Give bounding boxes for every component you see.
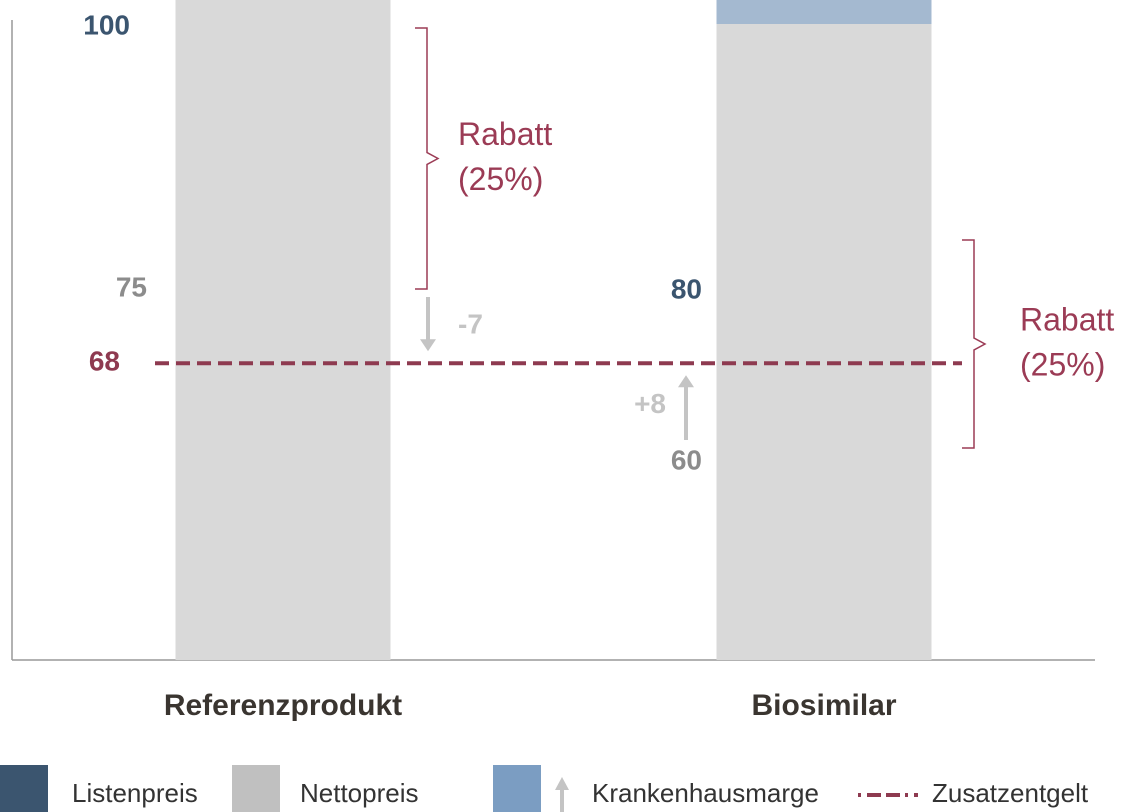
legend-label: Nettopreis xyxy=(300,778,419,808)
legend-label: Listenpreis xyxy=(72,778,198,808)
reference-label: 68 xyxy=(89,346,120,377)
x-tick-label: Biosimilar xyxy=(751,689,896,722)
arrow-head xyxy=(420,339,436,352)
arrow-head xyxy=(678,375,694,388)
legend-swatch xyxy=(0,765,48,812)
legend-label: Zusatzentgelt xyxy=(932,778,1089,808)
bracket-label: Rabatt xyxy=(458,116,552,152)
change-label: +8 xyxy=(634,388,666,419)
x-tick-label: Referenzprodukt xyxy=(164,689,402,722)
legend-arrow-head xyxy=(555,777,569,790)
level-label: 60 xyxy=(671,444,702,475)
bar-segment xyxy=(175,0,391,660)
level-label: 100 xyxy=(83,9,130,40)
change-label: -7 xyxy=(458,308,483,339)
legend-swatch xyxy=(493,765,541,812)
bar-segment xyxy=(716,0,932,25)
bracket-label: (25%) xyxy=(1020,346,1105,382)
bracket xyxy=(962,239,987,449)
bracket-label: (25%) xyxy=(458,161,543,197)
level-label: 80 xyxy=(671,273,702,304)
bracket xyxy=(415,27,440,290)
bracket-label: Rabatt xyxy=(1020,301,1114,337)
legend-swatch xyxy=(232,765,280,812)
legend-label: Krankenhausmarge xyxy=(592,778,819,808)
level-label: 75 xyxy=(116,271,147,302)
bar-segment xyxy=(716,24,932,660)
